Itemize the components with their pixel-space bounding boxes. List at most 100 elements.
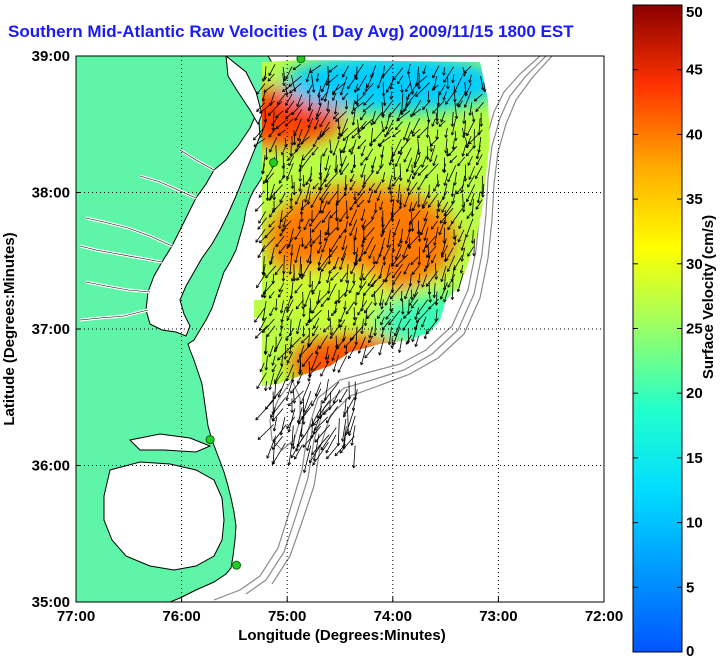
velocity-vector	[364, 346, 375, 359]
velocity-vector	[291, 434, 296, 450]
velocity-vector	[403, 147, 412, 163]
velocity-vector	[376, 190, 382, 202]
velocity-vector	[352, 102, 364, 111]
velocity-vector	[313, 317, 320, 329]
velocity-vector	[294, 444, 303, 460]
velocity-vector	[285, 66, 293, 80]
velocity-vector	[301, 308, 306, 317]
velocity-vector	[357, 336, 366, 354]
y-axis-label: Latitude (Degrees:Minutes)	[1, 232, 18, 425]
river-edge-4	[139, 175, 197, 199]
velocity-vector	[438, 219, 446, 236]
velocity-field-fill	[254, 60, 490, 386]
velocity-vector	[397, 238, 402, 247]
velocity-vector	[315, 111, 322, 120]
velocity-vector	[272, 408, 284, 422]
velocity-vector	[298, 182, 302, 192]
velocity-vector	[256, 83, 266, 95]
velocity-vector	[261, 92, 266, 102]
velocity-vector	[411, 265, 420, 275]
velocity-vector	[432, 100, 445, 114]
velocity-vector	[275, 120, 286, 129]
velocity-vector	[329, 245, 339, 258]
velocity-vector	[322, 325, 331, 333]
velocity-vector	[264, 355, 269, 371]
velocity-vector	[359, 111, 367, 121]
velocity-vector	[411, 128, 421, 137]
velocity-vector	[412, 108, 421, 116]
velocity-vector	[268, 291, 275, 299]
velocity-vector	[463, 65, 472, 74]
velocity-vector	[376, 309, 385, 320]
velocity-vector	[432, 154, 438, 167]
velocity-vector	[334, 443, 346, 457]
velocity-vector	[290, 175, 295, 189]
velocity-vector	[423, 227, 429, 241]
velocity-vector	[326, 100, 330, 112]
velocity-vector	[333, 112, 340, 120]
velocity-vector	[362, 265, 376, 281]
velocity-vector	[389, 301, 393, 312]
velocity-vector	[466, 211, 473, 219]
velocity-vector	[405, 334, 412, 345]
river-edge-1	[79, 245, 163, 263]
velocity-vector	[296, 273, 304, 281]
velocity-vector	[368, 244, 376, 259]
velocity-vector	[312, 325, 319, 337]
velocity-vector	[278, 326, 283, 337]
velocity-vector	[391, 263, 403, 279]
velocity-vector	[267, 100, 283, 116]
velocity-vector	[410, 256, 419, 266]
velocity-vector	[349, 219, 358, 236]
velocity-vector	[400, 84, 404, 93]
velocity-vector	[417, 165, 429, 176]
velocity-vector	[429, 137, 439, 147]
velocity-vector	[285, 100, 295, 114]
velocity-vector	[396, 110, 411, 122]
velocity-vector	[295, 318, 302, 335]
velocity-vector	[447, 165, 457, 183]
velocity-vector	[258, 190, 265, 198]
velocity-vector	[288, 337, 292, 355]
velocity-vector	[289, 199, 293, 210]
velocity-vector	[258, 211, 267, 224]
velocity-vector	[380, 316, 385, 326]
velocity-vector	[310, 352, 319, 371]
velocity-vector	[344, 100, 349, 110]
velocity-vector	[264, 380, 268, 392]
velocity-vector	[393, 318, 403, 337]
velocity-vector	[422, 65, 427, 75]
velocity-vector	[320, 262, 328, 273]
velocity-vector	[330, 271, 339, 281]
velocity-vector	[257, 217, 267, 230]
velocity-vector	[425, 245, 437, 258]
velocity-vector	[301, 407, 311, 420]
colorbar-tick-label: 15	[686, 450, 703, 467]
velocity-vector	[394, 155, 401, 167]
radar-station-3	[232, 560, 242, 570]
velocity-vector	[387, 326, 392, 346]
velocity-vector	[343, 280, 350, 297]
velocity-vector	[263, 346, 268, 355]
velocity-vector	[339, 209, 348, 223]
velocity-vector	[325, 434, 337, 454]
velocity-vector	[425, 118, 430, 138]
velocity-vector	[310, 190, 322, 209]
velocity-vector	[350, 100, 356, 115]
velocity-vector	[450, 183, 455, 197]
velocity-vector	[421, 316, 427, 328]
velocity-vector	[282, 72, 286, 86]
velocity-vector	[407, 173, 412, 183]
velocity-vector	[413, 155, 421, 169]
velocity-vector	[315, 73, 320, 82]
velocity-vector	[308, 271, 312, 288]
velocity-vector	[465, 184, 476, 203]
velocity-vector	[271, 118, 277, 127]
velocity-vector	[360, 208, 366, 222]
velocity-vector	[320, 90, 329, 101]
velocity-vector	[334, 164, 339, 174]
velocity-vector	[294, 229, 302, 240]
velocity-vector	[254, 325, 268, 339]
albemarle-sound	[128, 433, 212, 453]
